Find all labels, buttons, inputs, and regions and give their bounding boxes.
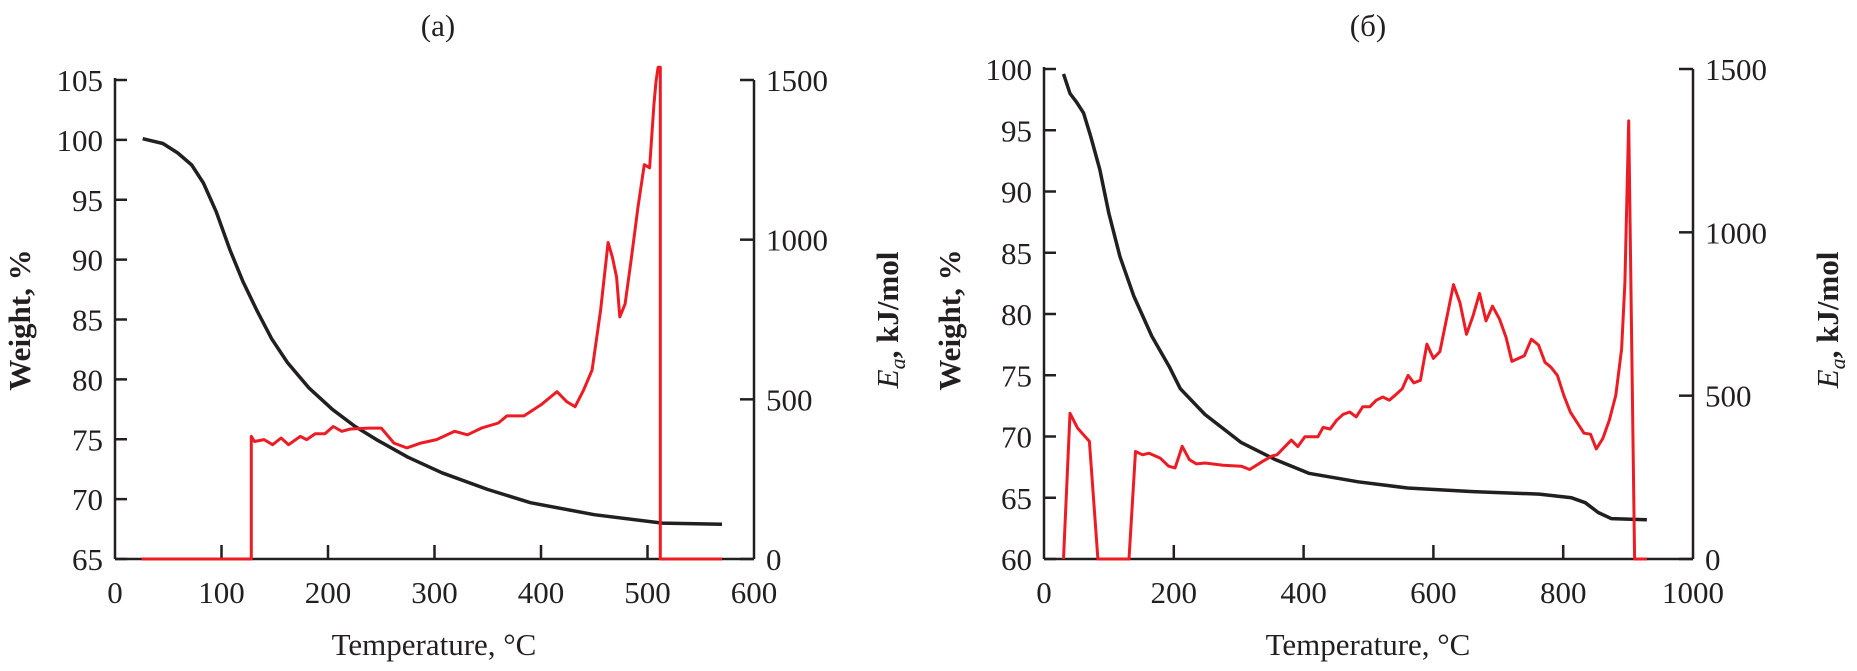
x-axis-title: Temperature, °C xyxy=(332,627,537,662)
chart-title: (б) xyxy=(1350,8,1386,43)
y-tick-label: 80 xyxy=(1001,297,1032,332)
weight-series xyxy=(1061,73,1647,522)
chart-a: (a) Temperature, °C Weight, % Ea, kJ/mol… xyxy=(2,8,910,662)
y2-unit: , kJ/mol xyxy=(1810,251,1845,358)
x-tick-label: 0 xyxy=(107,575,123,610)
x-tick-label: 800 xyxy=(1540,575,1587,610)
chart-b: (б) Temperature, °C Weight, % Ea, kJ/mol… xyxy=(932,8,1850,662)
y2-tick-label: 500 xyxy=(766,382,813,417)
y2-tick-label: 0 xyxy=(766,542,782,577)
y2-axis-title: Ea, kJ/mol xyxy=(1810,251,1850,389)
chart-title: (a) xyxy=(421,8,455,43)
weight-series xyxy=(142,136,723,527)
y-axis-title: Weight, % xyxy=(2,249,37,390)
y2-tick-label: 1500 xyxy=(766,63,828,98)
y2-axis-title: Ea, kJ/mol xyxy=(870,251,910,389)
y2-subscript: a xyxy=(885,358,910,369)
activation-energy-series xyxy=(1062,119,1647,561)
x-tick-label: 0 xyxy=(1036,575,1052,610)
y-tick-label: 105 xyxy=(57,63,104,98)
x-tick-label: 100 xyxy=(198,575,245,610)
y-tick-label: 60 xyxy=(1001,542,1032,577)
x-tick-label: 400 xyxy=(518,575,565,610)
y2-tick-label: 1000 xyxy=(1705,215,1767,250)
y2-unit: , kJ/mol xyxy=(870,251,905,358)
x-tick-label: 600 xyxy=(731,575,778,610)
x-axis-title: Temperature, °C xyxy=(1266,627,1471,662)
y-tick-label: 85 xyxy=(1001,236,1032,271)
y2-tick-label: 1500 xyxy=(1705,52,1767,87)
y-tick-label: 75 xyxy=(1001,358,1032,393)
x-tick-label: 300 xyxy=(411,575,458,610)
y-tick-label: 95 xyxy=(72,183,103,218)
y2-symbol: E xyxy=(870,369,905,389)
x-tick-label: 500 xyxy=(624,575,671,610)
y-tick-label: 90 xyxy=(72,243,103,278)
y-tick-label: 75 xyxy=(72,422,103,457)
y-tick-label: 70 xyxy=(1001,420,1032,455)
activation-energy-series xyxy=(141,65,722,561)
y-tick-label: 100 xyxy=(986,52,1033,87)
y2-tick-label: 500 xyxy=(1705,379,1752,414)
x-tick-label: 200 xyxy=(305,575,352,610)
x-tick-label: 1000 xyxy=(1662,575,1724,610)
x-tick-label: 200 xyxy=(1151,575,1198,610)
x-tick-label: 400 xyxy=(1280,575,1327,610)
y-tick-label: 70 xyxy=(72,482,103,517)
x-tick-label: 600 xyxy=(1410,575,1457,610)
y2-tick-label: 0 xyxy=(1705,542,1721,577)
y-tick-label: 95 xyxy=(1001,113,1032,148)
y-tick-label: 85 xyxy=(72,303,103,338)
y2-subscript: a xyxy=(1825,358,1850,369)
y-tick-label: 90 xyxy=(1001,175,1032,210)
y-tick-label: 100 xyxy=(57,123,104,158)
y-tick-label: 65 xyxy=(1001,481,1032,516)
y-tick-label: 80 xyxy=(72,362,103,397)
y-tick-label: 65 xyxy=(72,542,103,577)
y-axis-title: Weight, % xyxy=(932,249,967,390)
y2-symbol: E xyxy=(1810,369,1845,389)
y2-tick-label: 1000 xyxy=(766,223,828,258)
